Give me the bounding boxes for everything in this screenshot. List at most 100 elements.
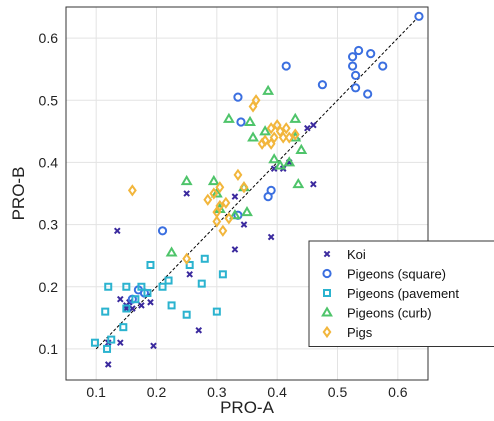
data-point (209, 187, 219, 200)
plot-frame (65, 6, 429, 381)
data-point (268, 153, 281, 164)
data-point (221, 196, 231, 209)
data-point (236, 117, 246, 127)
series-2 (90, 254, 227, 353)
data-point (228, 209, 241, 220)
data-point (122, 304, 131, 313)
legend-marker (323, 289, 331, 297)
data-point (129, 305, 136, 312)
y-tick-label: 0.3 (39, 217, 59, 233)
data-point (310, 121, 317, 129)
data-point (259, 125, 272, 136)
data-point (200, 254, 209, 263)
data-point (244, 115, 256, 127)
data-point (119, 323, 128, 332)
legend-label: Koi (347, 247, 366, 262)
data-point (113, 227, 121, 235)
data-point (310, 180, 317, 188)
data-point (207, 174, 220, 186)
x-tick-label: 0.2 (147, 384, 167, 400)
data-point (281, 61, 291, 71)
data-point (116, 339, 124, 347)
data-point (233, 168, 243, 181)
data-point (290, 128, 300, 141)
data-point (147, 298, 154, 306)
data-point (157, 226, 168, 236)
data-point (281, 122, 291, 135)
x-tick-label: 0.1 (86, 384, 106, 400)
legend-label: Pigs (347, 325, 373, 340)
legend-marker (322, 325, 332, 339)
data-point (116, 295, 124, 303)
data-point (231, 193, 239, 200)
data-point (185, 260, 194, 269)
data-point (347, 52, 358, 62)
data-point (122, 282, 131, 291)
legend-marker (323, 250, 331, 258)
data-point (289, 112, 302, 123)
data-point (414, 11, 424, 21)
data-point (182, 310, 191, 319)
legend-marker (322, 268, 332, 279)
data-point (224, 212, 234, 225)
data-point (262, 84, 275, 95)
x-tick-label: 0.6 (388, 384, 408, 400)
y-tick-label: 0.1 (39, 341, 59, 357)
legend-box (308, 240, 494, 347)
data-point (158, 282, 167, 291)
data-point (215, 199, 225, 213)
data-point (269, 131, 279, 144)
data-point (351, 70, 361, 80)
data-point (274, 159, 287, 170)
legend-label: Pigeons (square) (347, 267, 446, 282)
data-point (351, 83, 361, 93)
data-point (107, 335, 116, 344)
legend-label: Pigeons (pavement (347, 286, 459, 301)
data-point (218, 224, 228, 237)
y-axis-title: PRO-B (9, 167, 28, 221)
data-point (295, 143, 308, 154)
legend-marker (321, 306, 333, 317)
data-point (366, 49, 376, 59)
data-point (233, 92, 243, 102)
x-tick-label: 0.5 (328, 384, 348, 400)
y-tick-label: 0.4 (39, 154, 59, 170)
data-point (222, 112, 235, 123)
data-point (131, 295, 140, 304)
data-point (317, 80, 328, 90)
grid (66, 7, 428, 380)
data-point (363, 89, 373, 99)
data-point (251, 94, 261, 107)
data-point (304, 124, 311, 132)
data-point (266, 185, 276, 195)
data-point (137, 282, 146, 291)
data-point (240, 221, 248, 228)
data-point (283, 156, 296, 167)
data-point (212, 307, 221, 316)
y-tick-label: 0.2 (39, 279, 59, 295)
data-point (267, 233, 275, 241)
data-point (260, 134, 270, 147)
series-4 (127, 94, 300, 265)
data-point (210, 187, 223, 198)
data-point (182, 252, 192, 265)
data-points (90, 11, 424, 368)
legend-label: Pigeons (curb) (347, 306, 432, 321)
data-point (241, 205, 253, 217)
x-tick-label: 0.4 (267, 384, 287, 400)
data-point (231, 246, 239, 253)
data-point (165, 246, 178, 257)
tick-labels: 0.1 0.2 0.3 0.4 0.5 0.6 0.1 0.2 0.3 0.4 0.5 0.6 (39, 30, 408, 400)
data-point (150, 342, 157, 350)
data-point (247, 131, 259, 142)
data-point (143, 288, 152, 297)
data-point (284, 131, 294, 144)
data-point (183, 190, 190, 197)
y-tick-label: 0.6 (39, 30, 59, 46)
data-point (354, 45, 364, 56)
data-point (180, 174, 193, 186)
data-point (138, 302, 145, 309)
data-point (347, 61, 358, 71)
data-point (146, 260, 155, 269)
